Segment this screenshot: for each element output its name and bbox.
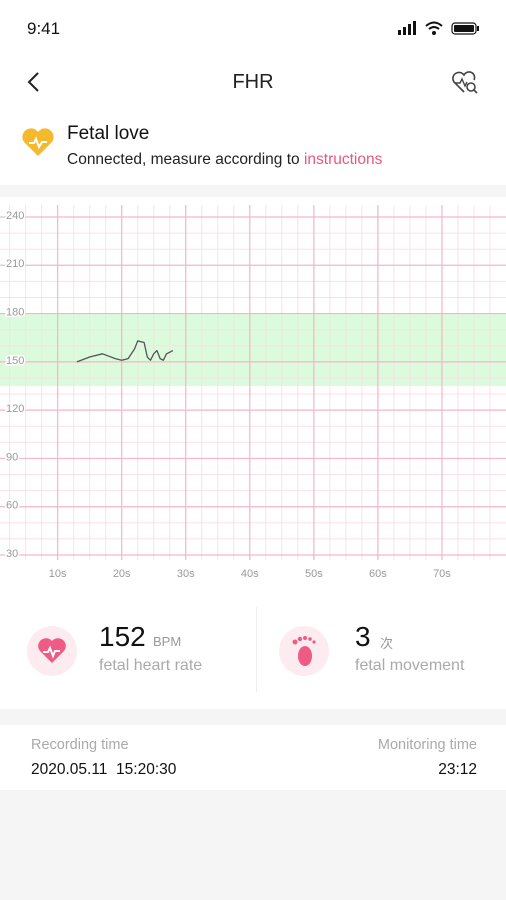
heart-rate-label: fetal heart rate <box>99 657 203 674</box>
status-time: 9:41 <box>27 19 61 38</box>
x-tick-label: 70s <box>433 568 451 580</box>
stats-card <box>0 597 506 709</box>
back-button[interactable] <box>24 70 44 94</box>
y-tick-label: 120 <box>6 403 24 415</box>
heart-rate-unit: BPM <box>153 634 182 649</box>
instructions-link[interactable]: instructions <box>303 151 383 168</box>
nav-title: FHR <box>232 71 274 93</box>
recording-label: Recording time <box>31 737 129 753</box>
y-tick-label: 150 <box>6 355 24 367</box>
y-tick-label: 30 <box>6 548 18 560</box>
header <box>0 0 506 185</box>
y-tick-label: 240 <box>6 210 24 222</box>
x-tick-label: 50s <box>305 568 323 580</box>
normal-range-band <box>0 313 506 386</box>
device-status: Connected, measure according to instruct… <box>67 151 382 169</box>
movement-label: fetal movement <box>355 657 465 674</box>
y-tick-label: 90 <box>6 451 18 463</box>
status-text: Connected, measure according to <box>67 151 304 168</box>
x-tick-label: 10s <box>49 568 67 580</box>
monitoring-time: 23:12 <box>438 761 477 778</box>
x-tick-label: 60s <box>369 568 387 580</box>
heart-rate-value: 152 <box>99 621 146 652</box>
movement-icon <box>279 626 329 676</box>
chart-card <box>0 197 506 597</box>
movement-value: 3 <box>355 621 371 652</box>
x-tick-label: 30s <box>177 568 195 580</box>
y-tick-label: 210 <box>6 258 24 270</box>
record-card <box>0 725 506 790</box>
status-icons <box>398 21 479 35</box>
device-icon <box>22 128 54 156</box>
monitoring-label: Monitoring time <box>377 737 477 753</box>
heart-rate-icon <box>27 626 77 676</box>
device-name: Fetal love <box>67 123 150 144</box>
y-tick-label: 180 <box>6 306 24 318</box>
movement-unit: 次 <box>380 636 394 651</box>
x-tick-label: 40s <box>241 568 259 580</box>
recording-time: 2020.05.11 15:20:30 <box>31 761 177 778</box>
heart-search-button[interactable] <box>450 70 480 96</box>
y-tick-label: 60 <box>6 500 18 512</box>
x-tick-label: 20s <box>113 568 131 580</box>
fhr-trace <box>76 340 174 363</box>
divider <box>256 607 257 692</box>
fhr-chart: 240 210 180 150 120 90 60 30 10s 20s 30s 40s 50s 60s 7… <box>0 205 506 580</box>
